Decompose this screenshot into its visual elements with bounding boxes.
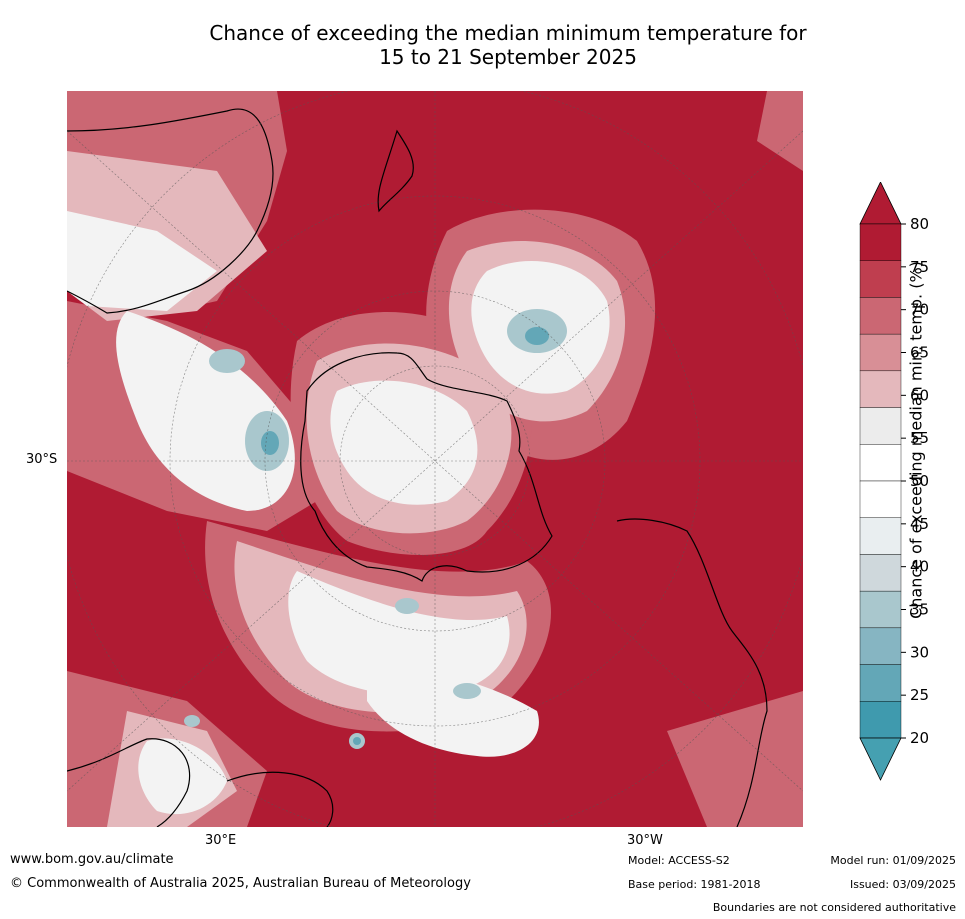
issued-label: Issued: 03/09/2025 bbox=[849, 878, 956, 891]
colorbar-tick-label: 60 bbox=[910, 386, 929, 404]
colorbar-segment bbox=[859, 223, 902, 261]
probability-below-40-zones bbox=[184, 309, 567, 749]
antarctica-coast bbox=[300, 352, 553, 582]
colorbar-tick-label: 20 bbox=[910, 729, 929, 747]
colorbar-segment bbox=[859, 701, 902, 739]
latitude-label-30s: 30°S bbox=[26, 452, 58, 467]
colorbar-tick-label: 80 bbox=[910, 215, 929, 233]
colorbar-segment bbox=[859, 664, 902, 702]
colorbar-tick-label: 30 bbox=[910, 643, 929, 661]
model-label: Model: ACCESS-S2 bbox=[628, 854, 730, 867]
map-svg bbox=[67, 91, 803, 827]
colorbar-segment bbox=[859, 260, 902, 298]
colorbar-segment bbox=[859, 627, 902, 665]
colorbar-segment bbox=[859, 444, 902, 482]
longitude-label-30w: 30°W bbox=[627, 833, 663, 848]
colorbar-segment bbox=[859, 333, 902, 372]
colorbar-tick-label: 75 bbox=[910, 258, 929, 276]
disclaimer-text: Boundaries are not considered authoritat… bbox=[712, 901, 956, 914]
colorbar-segment bbox=[859, 554, 902, 592]
colorbar-title: Chance of exceeding median min. temp. (%… bbox=[906, 261, 926, 619]
australia-coast bbox=[67, 108, 274, 314]
base-period-label: Base period: 1981-2018 bbox=[628, 878, 761, 891]
map-title-line2: 15 to 21 September 2025 bbox=[379, 45, 637, 69]
africa-coast-2 bbox=[226, 771, 334, 827]
colorbar-tick-label: 50 bbox=[910, 472, 929, 490]
longitude-label-30e: 30°E bbox=[205, 833, 237, 848]
map-title-line1: Chance of exceeding the median minimum t… bbox=[209, 21, 807, 45]
colorbar-tick-label: 25 bbox=[910, 686, 929, 704]
website-link[interactable]: www.bom.gov.au/climate bbox=[10, 852, 174, 867]
colorbar: 80 75 70 65 60 55 50 45 40 35 30 25 20 bbox=[859, 182, 929, 781]
polar-map bbox=[67, 91, 803, 827]
colorbar-ticks: 80 75 70 65 60 55 50 45 40 35 30 25 20 bbox=[901, 215, 929, 747]
colorbar-segment bbox=[859, 370, 902, 408]
colorbar-segment bbox=[859, 517, 902, 555]
colorbar-segment bbox=[859, 590, 902, 629]
colorbar-tick-label: 55 bbox=[910, 429, 929, 447]
colorbar-segments bbox=[859, 223, 902, 739]
colorbar-segment bbox=[859, 480, 902, 518]
graticule bbox=[67, 91, 803, 827]
new-zealand-coast bbox=[377, 129, 414, 213]
colorbar-segment bbox=[859, 297, 902, 335]
copyright-text: © Commonwealth of Australia 2025, Austra… bbox=[10, 876, 471, 891]
colorbar-tick-label: 45 bbox=[910, 515, 929, 533]
africa-coast bbox=[67, 738, 191, 827]
colorbar-tick-label: 70 bbox=[910, 301, 929, 319]
model-run-label: Model run: 01/09/2025 bbox=[830, 854, 956, 867]
colorbar-tick-label: 35 bbox=[910, 601, 929, 619]
colorbar-segment bbox=[859, 407, 902, 445]
colorbar-tick-label: 65 bbox=[910, 344, 929, 362]
colorbar-extend-low bbox=[859, 737, 902, 781]
colorbar-tick-label: 40 bbox=[910, 558, 929, 576]
colorbar-extend-high bbox=[859, 182, 902, 225]
map-title: Chance of exceeding the median minimum t… bbox=[180, 21, 836, 69]
